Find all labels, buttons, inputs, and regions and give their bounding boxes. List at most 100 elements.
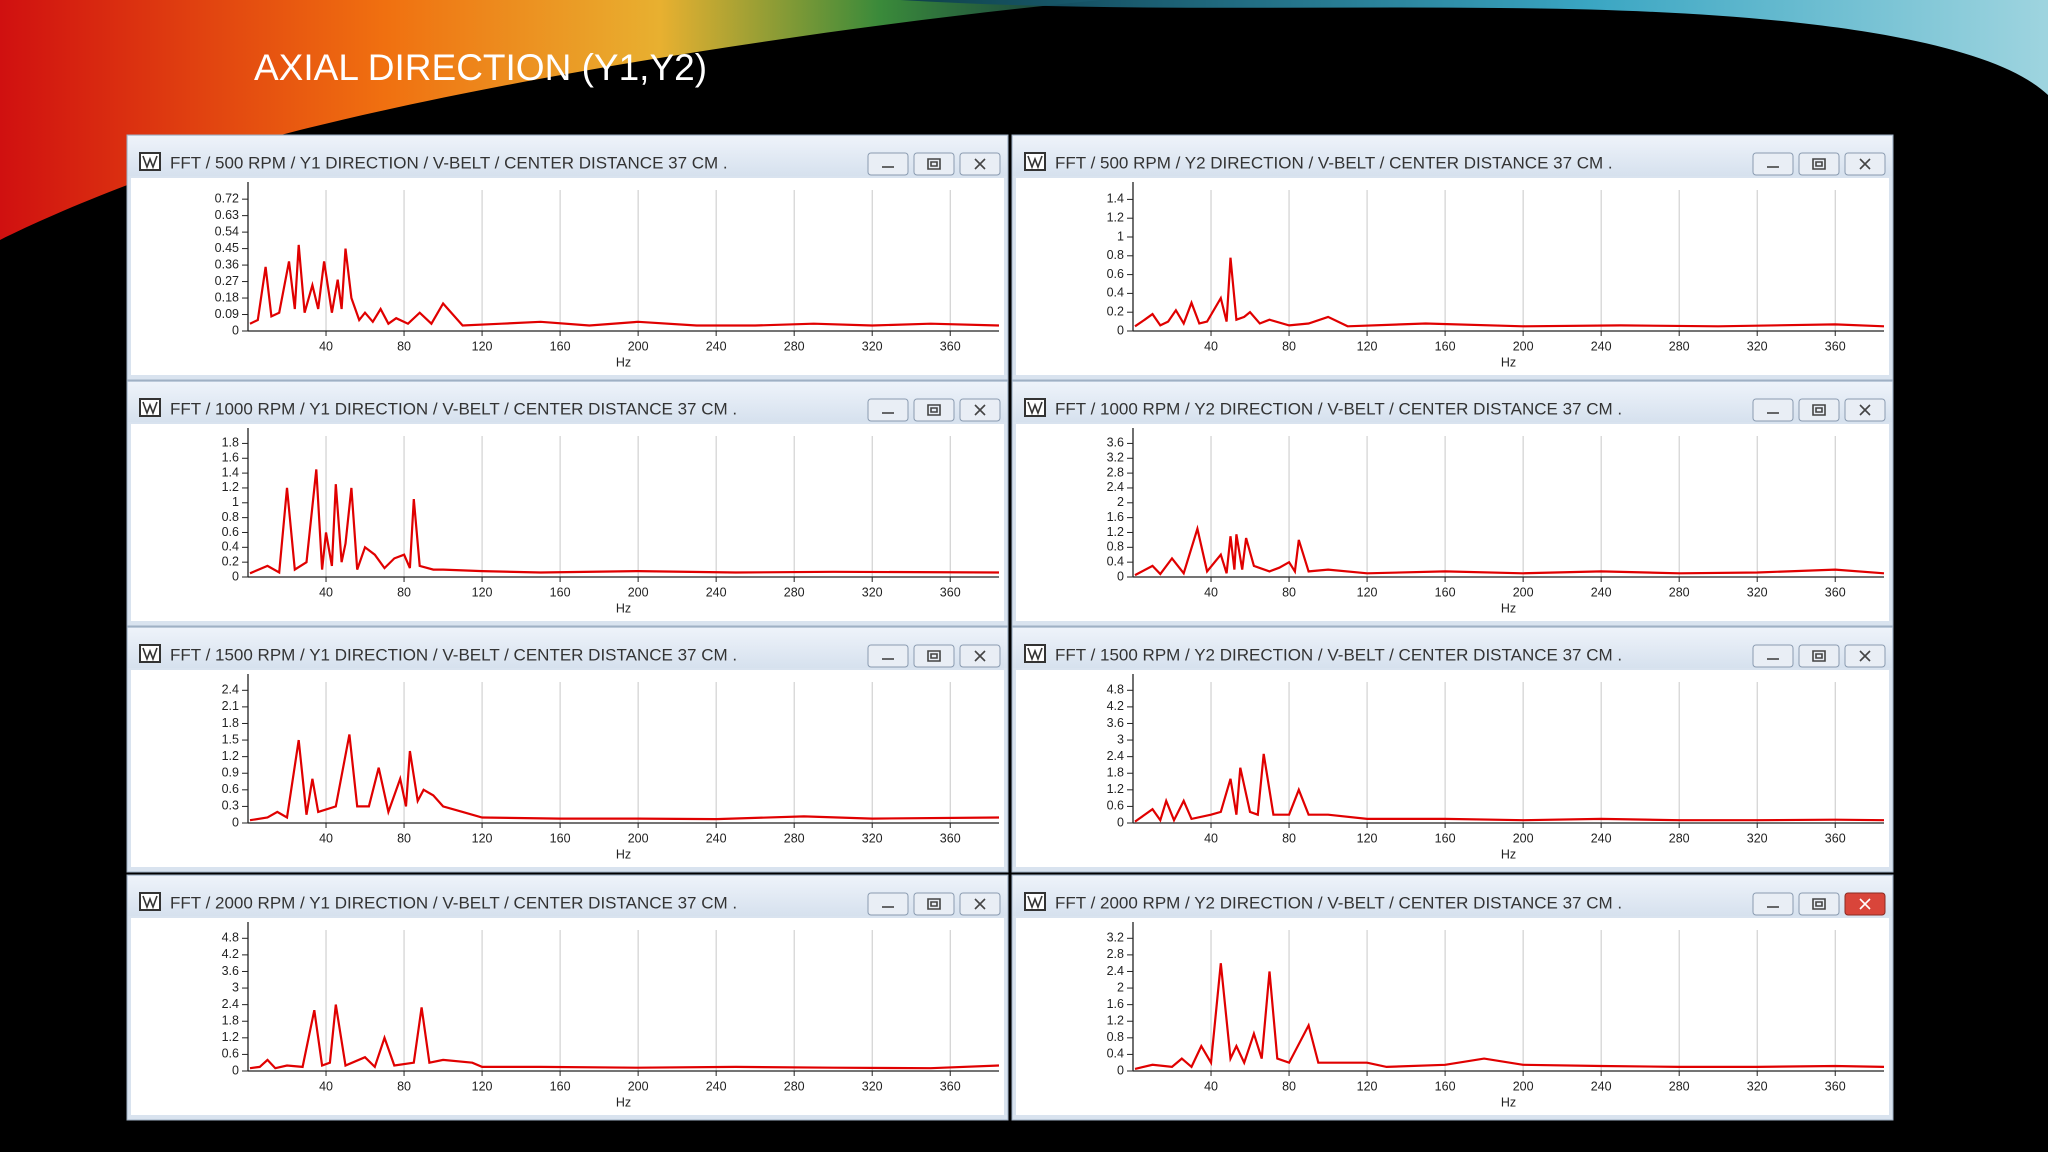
y-tick-label: 0 [1117,569,1124,583]
x-tick-label: 280 [784,585,805,599]
x-tick-label: 160 [550,1079,571,1093]
y-tick-label: 0.4 [1107,286,1124,300]
x-tick-label: 200 [1513,831,1534,845]
x-tick-label: 240 [1591,585,1612,599]
y-tick-label: 0.6 [222,782,239,796]
x-tick-label: 320 [1747,831,1768,845]
x-tick-label: 40 [1204,585,1218,599]
plot-background [131,918,1004,1115]
y-tick-label: 0.4 [1107,1047,1124,1061]
window-button-max[interactable] [1798,152,1840,176]
window-button-glyph [1859,158,1871,170]
y-tick-label: 1.8 [1107,766,1124,780]
x-tick-label: 80 [397,1079,411,1093]
window-button-max[interactable] [1798,398,1840,422]
y-tick-label: 0.45 [215,241,239,255]
y-tick-label: 2.8 [1107,465,1124,479]
x-axis-label: Hz [1501,847,1516,861]
y-tick-label: 0.6 [1107,267,1124,281]
window-button-min[interactable] [867,398,909,422]
x-tick-label: 320 [862,585,883,599]
y-tick-label: 3.2 [1107,451,1124,465]
window-button-min[interactable] [1752,892,1794,916]
x-tick-label: 200 [628,585,649,599]
x-tick-label: 280 [1669,1079,1690,1093]
y-tick-label: 0.6 [1107,799,1124,813]
title-bar [1013,382,1892,422]
decor-swoosh [0,0,1100,240]
window-button-max[interactable] [913,892,955,916]
window-button-max[interactable] [913,644,955,668]
window-icon [1024,152,1046,171]
y-tick-label: 2 [1117,980,1124,994]
x-tick-label: 40 [1204,339,1218,353]
window-title: FFT / 2000 RPM / Y2 DIRECTION / V-BELT /… [1055,893,1622,912]
x-tick-label: 40 [319,1079,333,1093]
x-axis-label: Hz [1501,601,1516,615]
x-tick-label: 120 [1357,339,1378,353]
x-axis-label: Hz [1501,1095,1516,1109]
x-tick-label: 120 [1357,831,1378,845]
chart-window: FFT / 1500 RPM / Y1 DIRECTION / V-BELT /… [126,626,1009,873]
x-tick-label: 120 [1357,585,1378,599]
x-tick-label: 240 [1591,339,1612,353]
decor-swoosh [900,0,2048,95]
title-bar [128,136,1007,176]
y-tick-label: 0.54 [215,224,239,238]
y-tick-label: 3.6 [222,964,239,978]
plot-background [1016,178,1889,375]
x-tick-label: 200 [1513,585,1534,599]
y-tick-label: 0.8 [1107,1030,1124,1044]
y-tick-label: 0 [1117,815,1124,829]
x-tick-label: 280 [1669,831,1690,845]
window-title: FFT / 1000 RPM / Y1 DIRECTION / V-BELT /… [170,399,737,418]
x-tick-label: 40 [1204,1079,1218,1093]
x-tick-label: 160 [550,831,571,845]
window-button-max[interactable] [913,152,955,176]
x-tick-label: 320 [1747,585,1768,599]
spectrum-line [249,469,1000,575]
window-button-min[interactable] [867,152,909,176]
y-tick-label: 1.2 [1107,525,1124,539]
spectrum-line [249,734,1000,822]
window-button-max[interactable] [1798,644,1840,668]
y-tick-label: 1.6 [1107,997,1124,1011]
y-tick-label: 0 [1117,1063,1124,1077]
plot-background [1016,670,1889,867]
plot-background [131,670,1004,867]
y-tick-label: 1.4 [222,465,239,479]
window-button-glyph [1812,898,1826,910]
window-title: FFT / 500 RPM / Y2 DIRECTION / V-BELT / … [1055,153,1613,172]
y-tick-label: 0 [232,569,239,583]
x-tick-label: 40 [319,831,333,845]
window-button-glyph [1812,404,1826,416]
x-tick-label: 240 [706,339,727,353]
y-tick-label: 1.2 [1107,1014,1124,1028]
window-button-glyph [974,650,986,662]
window-button-min[interactable] [867,644,909,668]
x-tick-label: 40 [319,339,333,353]
window-button-min[interactable] [1752,644,1794,668]
y-tick-label: 0.4 [1107,554,1124,568]
x-axis-label: Hz [616,601,631,615]
y-tick-label: 3.6 [1107,716,1124,730]
window-button-min[interactable] [1752,398,1794,422]
window-button-min[interactable] [1752,152,1794,176]
window-button-glyph [974,158,986,170]
window-button-glyph [927,650,941,662]
x-tick-label: 360 [1825,1079,1846,1093]
x-tick-label: 280 [1669,585,1690,599]
window-button-min[interactable] [867,892,909,916]
spectrum-line [249,1004,1000,1070]
y-tick-label: 4.8 [222,931,239,945]
x-tick-label: 360 [1825,339,1846,353]
window-button-glyph [927,404,941,416]
x-tick-label: 160 [1435,1079,1456,1093]
y-tick-label: 1.4 [1107,192,1124,206]
spectrum-line [1134,524,1885,577]
y-tick-label: 0.8 [222,510,239,524]
x-tick-label: 80 [1282,585,1296,599]
window-button-max[interactable] [913,398,955,422]
x-tick-label: 240 [706,585,727,599]
window-button-max[interactable] [1798,892,1840,916]
